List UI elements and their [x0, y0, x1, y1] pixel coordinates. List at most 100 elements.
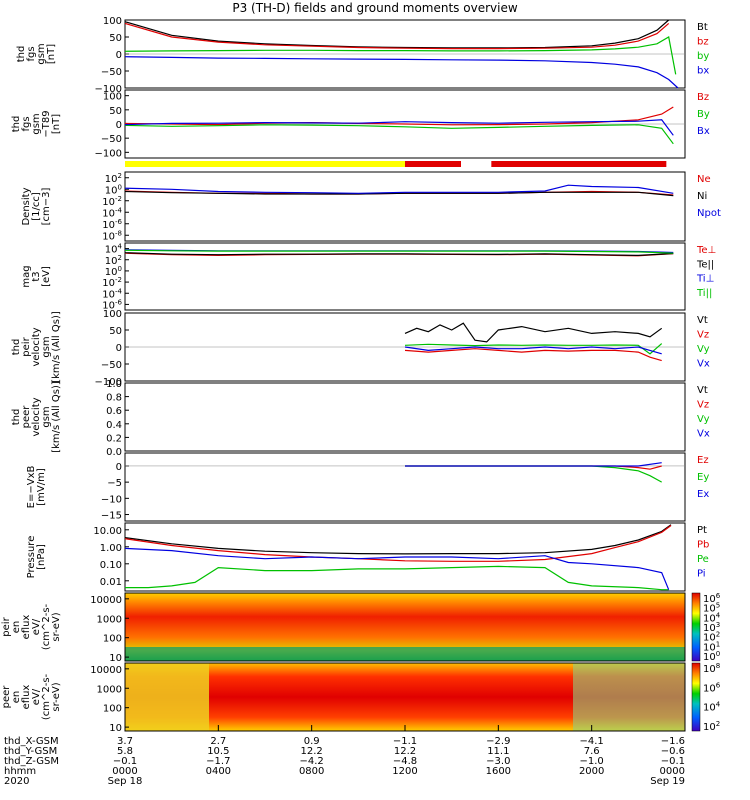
legend-peir_velocity-3: Vx — [697, 359, 710, 370]
colorbar-tick: 100 — [703, 650, 720, 663]
ylabel-fgs: thd fgs gsm [nT] — [16, 43, 57, 64]
panel-frame — [124, 452, 686, 522]
ylabel-line: [eV] — [41, 266, 52, 287]
colorbar-tick: 103 — [703, 621, 720, 634]
legend-fgs_t89-2: Bx — [697, 126, 710, 137]
series-efield-Ey — [405, 465, 662, 483]
ytick-label: −50 — [101, 360, 122, 371]
ytick-label: 100 — [103, 92, 122, 103]
xaxis-value: −2.9 — [486, 736, 510, 747]
ylabel-line: [mV/m] — [36, 468, 47, 506]
legend-peer_velocity-0: Vt — [697, 385, 708, 396]
legend-density-1: Ni — [697, 191, 707, 202]
ytick-label: 10 — [109, 653, 122, 664]
xaxis-value: 0000 — [660, 766, 685, 777]
legend-fgs-3: bx — [697, 66, 709, 77]
ytick-label: 10000 — [90, 595, 122, 606]
xaxis-value: −4.2 — [300, 756, 324, 767]
page-title: P3 (TH-D) fields and ground moments over… — [232, 1, 518, 15]
legend-peer_velocity-2: Vy — [697, 414, 710, 425]
legend-efield-1: Ey — [697, 472, 709, 483]
xaxis-value: 0800 — [299, 766, 324, 777]
ylabel-line: eflux — [21, 615, 32, 640]
series-fgs-by — [124, 36, 677, 75]
ylabel-line: peer — [21, 405, 32, 429]
panel-frame — [124, 382, 686, 452]
ylabel-line: mag — [21, 265, 32, 287]
ylabel-pressure: Pressure [nPa] — [26, 536, 47, 579]
colorbar-tick: 104 — [703, 701, 721, 714]
series-efield-Ex — [405, 462, 662, 467]
ytick-label: −50 — [101, 67, 122, 78]
ylabel-line: [nT] — [46, 44, 57, 64]
xaxis-value: −3.0 — [486, 756, 510, 767]
ylabel-line: thd — [11, 409, 22, 426]
ylabel-line: thd — [11, 116, 22, 133]
ylabel-line: [nPa] — [36, 544, 47, 570]
spectrogram-late-region — [573, 663, 685, 731]
ylabel-line: gsm — [41, 406, 52, 427]
xaxis-value: −4.8 — [393, 756, 417, 767]
ylabel-line: peer — [1, 685, 12, 709]
series-fgs_t89-Bz — [124, 106, 674, 126]
legend-fgs-2: by — [697, 51, 709, 62]
ytick-label: 100 — [103, 704, 122, 715]
ytick-label: 50 — [109, 326, 122, 337]
legend-temperature-3: Ti|| — [696, 288, 712, 299]
colorbar-tick: 106 — [703, 681, 721, 694]
ytick-label: 102 — [105, 254, 122, 267]
legend-fgs_t89-0: Bz — [697, 92, 709, 103]
xaxis-value: 0000 — [112, 766, 137, 777]
spectrogram-early-region — [125, 663, 209, 731]
legend-pressure-1: Pb — [697, 540, 709, 551]
ytick-label: 10000 — [90, 665, 122, 676]
ytick-label: 0.6 — [106, 406, 122, 417]
legend-density-2: Npot — [697, 208, 721, 219]
panel-frame — [124, 171, 686, 242]
legend-peer_velocity-3: Vx — [697, 429, 710, 440]
legend-density-0: Ne — [697, 174, 711, 185]
mode-bar-segment — [491, 161, 667, 167]
ytick-label: 1000 — [97, 684, 122, 695]
colorbar-tick: 106 — [703, 592, 721, 605]
xaxis-row-label: hhmm — [4, 766, 36, 777]
ylabel-line: eV/ — [31, 618, 42, 635]
ytick-label: 100 — [103, 16, 122, 27]
ytick-label: −100 — [95, 377, 122, 388]
xaxis-value: 7.6 — [584, 746, 600, 757]
ylabel-line: velocity — [31, 397, 42, 436]
ytick-label: 10-2 — [102, 276, 122, 289]
ytick-label: −10 — [101, 494, 122, 505]
series-density-Npot — [124, 184, 674, 194]
ylabel-line: Pressure — [26, 536, 37, 579]
ylabel-peir_velocity: thd peir velocity gsm [km/s (All Qs)] — [11, 311, 62, 383]
ytick-label: −5 — [107, 478, 122, 489]
ytick-label: 0.2 — [106, 433, 122, 444]
legend-pressure-3: Pi — [697, 569, 706, 580]
legend-temperature-0: Te⊥ — [696, 245, 716, 256]
colorbar-tick: 108 — [703, 662, 720, 675]
series-fgs_t89-By — [124, 124, 674, 145]
ylabel-line: [km/s (All Qs)] — [51, 381, 62, 453]
xaxis-value: −4.1 — [580, 736, 604, 747]
series-pressure-Pb — [124, 525, 672, 562]
xaxis-value: 1600 — [486, 766, 511, 777]
xaxis-row-label: thd_Y-GSM — [4, 746, 57, 757]
ytick-label: 1000 — [97, 614, 122, 625]
ylabel-line: eflux — [21, 685, 32, 710]
legend-fgs-0: Bt — [697, 22, 708, 33]
legend-efield-0: Ez — [697, 455, 709, 466]
panel-frame — [124, 242, 686, 311]
ylabel-line: fgs — [26, 46, 37, 61]
xaxis-value: −1.0 — [580, 756, 604, 767]
series-fgs_t89-Bx — [124, 119, 674, 136]
xaxis-value: 5.8 — [117, 746, 133, 757]
ylabel-efield: E=−VxB [mV/m] — [26, 466, 47, 509]
series-peir_velocity-Vx — [404, 346, 662, 355]
xaxis-value: 0400 — [206, 766, 231, 777]
ylabel-line: [cm−3] — [41, 188, 52, 226]
xaxis-value: −1.1 — [393, 736, 417, 747]
ytick-label: −100 — [95, 148, 122, 159]
xaxis-value: 2000 — [579, 766, 604, 777]
